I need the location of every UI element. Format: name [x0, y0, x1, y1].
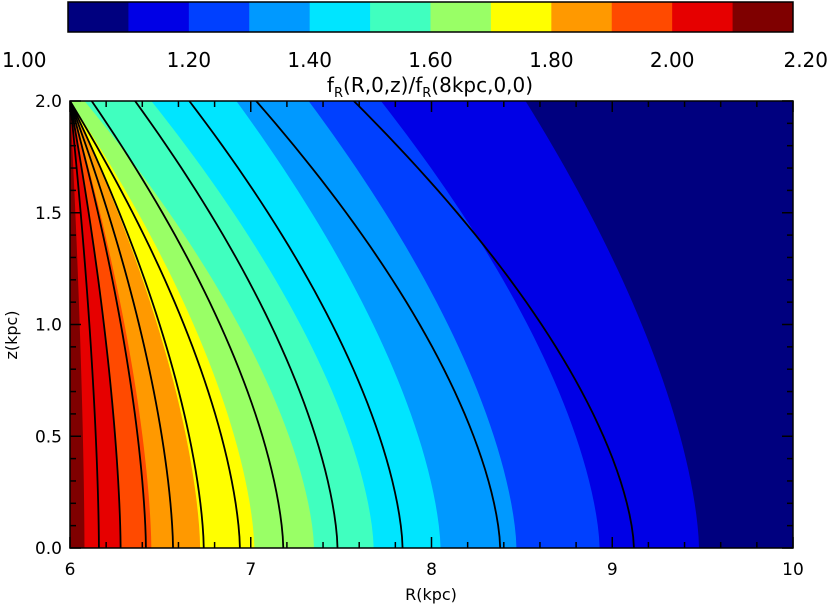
colorbar-cell: [68, 2, 129, 32]
y-tick-label: 1.0: [35, 316, 62, 336]
colorbar-cell: [249, 2, 311, 32]
contour-line: [70, 101, 174, 548]
colorbar-title: fR(R,0,z)/fR(8kpc,0,0): [327, 73, 533, 101]
y-tick-label: 2.0: [35, 92, 62, 112]
contour-line: [70, 101, 100, 548]
y-tick-labels: 0.0 0.5 1.0 1.5 2.0: [35, 92, 62, 559]
colorbar-tick-label: 2.00: [650, 48, 695, 72]
contour-line: [70, 101, 122, 548]
plot-area: [70, 101, 793, 548]
colorbar-cell: [188, 2, 250, 32]
colorbar-cell: [611, 2, 673, 32]
colorbar: [68, 2, 794, 32]
colorbar-tick-labels: 1.00 1.20 1.40 1.60 1.80 2.00 2.20: [2, 48, 828, 72]
x-tick-label: 10: [782, 560, 804, 580]
colorbar-cell: [672, 2, 734, 32]
colorbar-cell: [430, 2, 492, 32]
x-tick-label: 9: [607, 560, 618, 580]
contour-line: [255, 101, 502, 548]
x-tick-label: 7: [245, 560, 256, 580]
colorbar-tick-label: 1.80: [529, 48, 574, 72]
colorbar-tick-label: 1.60: [408, 48, 453, 72]
colorbar-cell: [490, 2, 552, 32]
contour-lines: [70, 101, 635, 548]
colorbar-cell: [732, 2, 794, 32]
contour-line: [353, 101, 635, 548]
axis-ticks: [69, 100, 794, 549]
x-tick-labels: 6 7 8 9 10: [65, 560, 804, 580]
y-tick-label: 0.0: [35, 539, 62, 559]
colorbar-tick-label: 1.40: [287, 48, 332, 72]
y-tick-label: 1.5: [35, 204, 62, 224]
colorbar-tick-label: 1.00: [2, 48, 47, 72]
colorbar-cell: [128, 2, 190, 32]
colorbar-tick-label: 2.20: [783, 48, 828, 72]
colorbar-tick-label: 1.20: [167, 48, 212, 72]
contour-line: [70, 101, 241, 548]
contour-line: [134, 101, 339, 548]
x-tick-label: 8: [426, 560, 437, 580]
colorbar-cell: [309, 2, 371, 32]
y-axis-label: z(kpc): [2, 310, 21, 359]
y-tick-label: 0.5: [35, 427, 62, 447]
x-tick-label: 6: [65, 560, 76, 580]
contour-line: [70, 101, 147, 548]
contour-fills: [70, 101, 700, 548]
colorbar-frame: [67, 1, 794, 33]
x-axis-label: R(kpc): [405, 585, 457, 604]
colorbar-cell: [551, 2, 613, 32]
contour-line: [70, 101, 205, 548]
colorbar-cell: [370, 2, 431, 32]
contour-line: [188, 101, 404, 548]
contour-line: [90, 101, 285, 548]
